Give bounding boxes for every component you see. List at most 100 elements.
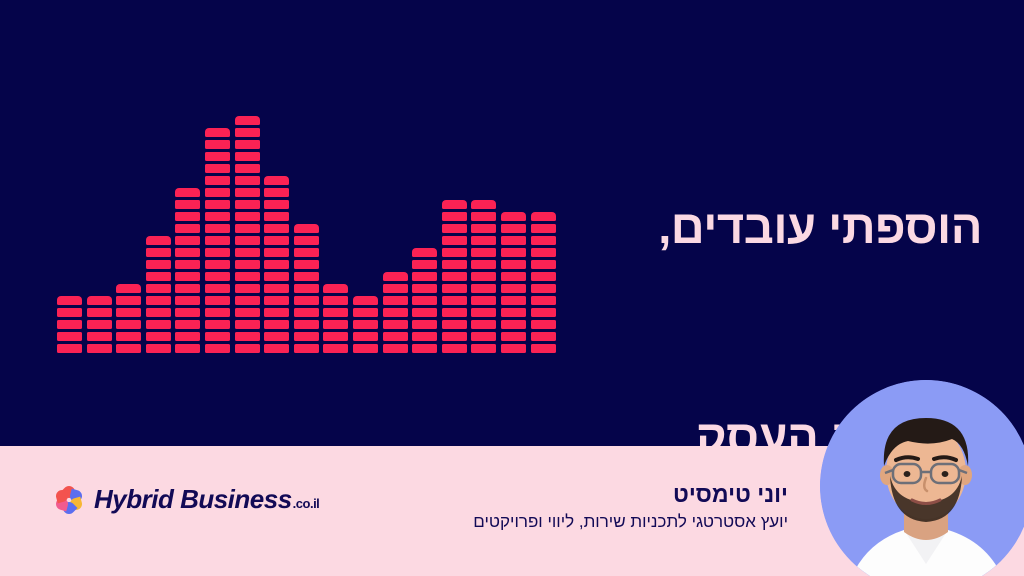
chart-bar-segment	[530, 332, 556, 341]
chart-bar-segment	[501, 248, 526, 257]
chart-bar-segment	[293, 224, 319, 233]
chart-bar-segment	[382, 320, 408, 329]
chart-bar-segment	[86, 332, 112, 341]
chart-bar-segment	[323, 308, 349, 317]
chart-bar-segment	[145, 320, 171, 329]
chart-bar-segment	[530, 296, 556, 305]
chart-bar-segment	[441, 224, 467, 233]
chart-bar-segment	[264, 272, 290, 281]
presenter-info: יוני טימסיט יועץ אסטרטגי לתכניות שירות, …	[473, 479, 788, 535]
chart-bar-segment	[175, 320, 201, 329]
chart-bar-segment	[293, 272, 319, 281]
chart-bar-segment	[530, 248, 556, 257]
chart-bar-segment	[234, 224, 260, 233]
chart-bar-segment	[205, 296, 230, 305]
chart-bar-segment	[145, 284, 171, 293]
logo-name: Hybrid Business	[94, 484, 292, 514]
chart-bar-segment	[234, 284, 260, 293]
chart-bar-segment	[441, 248, 467, 257]
chart-bar-segment	[501, 272, 526, 281]
chart-bar	[353, 292, 378, 353]
chart-bar-segment	[175, 212, 201, 221]
chart-bar-segment	[264, 248, 290, 257]
brand-logo[interactable]: Hybrid Business .co.il	[54, 483, 320, 516]
chart-bar-segment	[234, 116, 260, 125]
chart-bar-segment	[205, 236, 230, 245]
chart-bar-segment	[323, 296, 349, 305]
chart-bar-segment	[264, 236, 290, 245]
chart-bar-segment	[412, 296, 438, 305]
chart-bar-segment	[234, 272, 260, 281]
chart-bar-segment	[471, 212, 497, 221]
chart-bar	[382, 267, 408, 353]
chart-bar	[441, 193, 467, 353]
chart-bar-segment	[205, 320, 230, 329]
chart-bar-segment	[234, 200, 260, 209]
chart-bar-segment	[264, 224, 290, 233]
chart-bar-segment	[264, 344, 290, 353]
chart-bar-segment	[441, 332, 467, 341]
chart-bar-segment	[234, 152, 260, 161]
chart-bar-segment	[353, 308, 378, 317]
chart-bar-segment	[293, 344, 319, 353]
chart-bar	[145, 230, 171, 353]
chart-bar-segment	[175, 188, 201, 197]
chart-bar-segment	[353, 344, 378, 353]
chart-bar-segment	[293, 320, 319, 329]
chart-bar-segment	[441, 296, 467, 305]
chart-bar-segment	[205, 212, 230, 221]
chart-bar-segment	[382, 308, 408, 317]
chart-bar-segment	[234, 236, 260, 245]
chart-bar-segment	[323, 344, 349, 353]
chart-bar-segment	[145, 332, 171, 341]
chart-bar-segment	[205, 200, 230, 209]
equalizer-bar-chart	[0, 0, 620, 400]
chart-bar-segment	[205, 188, 230, 197]
chart-bar-segment	[234, 248, 260, 257]
chart-bar-segment	[175, 248, 201, 257]
chart-bar-segment	[530, 224, 556, 233]
chart-bar-segment	[145, 272, 171, 281]
chart-bar-segment	[382, 284, 408, 293]
chart-bar-segment	[471, 344, 497, 353]
chart-bar-segment	[234, 212, 260, 221]
chart-bar-segment	[205, 272, 230, 281]
chart-bar	[293, 218, 319, 353]
chart-bar-segment	[353, 296, 378, 305]
chart-bar	[116, 279, 142, 353]
chart-bar-segment	[205, 248, 230, 257]
chart-bar-segment	[205, 332, 230, 341]
footer-bar: Hybrid Business .co.il יוני טימסיט יועץ א…	[0, 380, 1024, 576]
chart-bar-segment	[293, 236, 319, 245]
chart-bar-segment	[145, 296, 171, 305]
chart-bar-segment	[264, 176, 290, 185]
chart-bar-segment	[264, 200, 290, 209]
chart-bar-segment	[234, 140, 260, 149]
chart-bar-segment	[116, 320, 142, 329]
presenter-name: יוני טימסיט	[673, 481, 788, 507]
chart-bar-segment	[205, 176, 230, 185]
chart-bar-segment	[412, 344, 438, 353]
chart-bar-segment	[501, 344, 526, 353]
chart-bar-segment	[471, 248, 497, 257]
chart-bar-segment	[116, 308, 142, 317]
chart-bar-segment	[412, 320, 438, 329]
chart-bar	[175, 181, 201, 353]
chart-bar-segment	[530, 308, 556, 317]
chart-bar-segment	[441, 212, 467, 221]
chart-bar-segment	[145, 308, 171, 317]
chart-bar-segment	[501, 308, 526, 317]
chart-bar-segment	[441, 272, 467, 281]
chart-bar-segment	[471, 272, 497, 281]
logo-tld: .co.il	[292, 496, 320, 511]
chart-bar	[501, 205, 526, 353]
chart-bar-segment	[530, 344, 556, 353]
chart-bar-segment	[501, 320, 526, 329]
chart-bar-segment	[441, 308, 467, 317]
chart-bar-segment	[471, 236, 497, 245]
chart-bar-segment	[234, 332, 260, 341]
chart-bar-segment	[412, 260, 438, 269]
chart-bar-segment	[382, 344, 408, 353]
chart-bar-segment	[86, 320, 112, 329]
chart-bar-segment	[441, 344, 467, 353]
